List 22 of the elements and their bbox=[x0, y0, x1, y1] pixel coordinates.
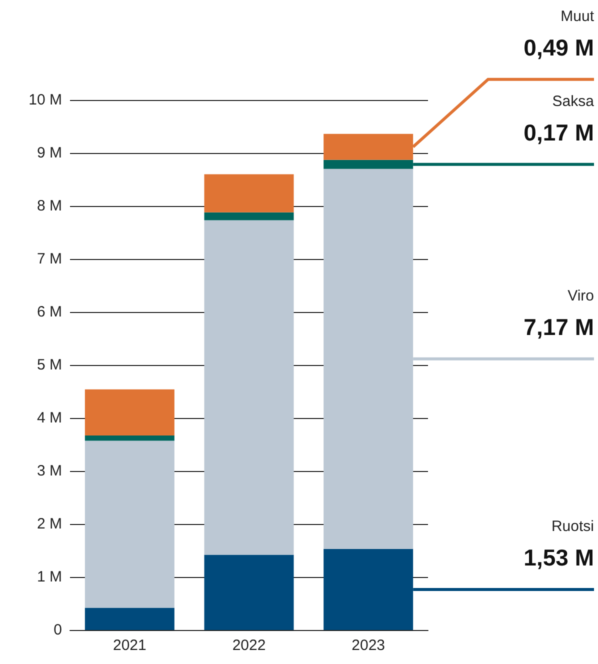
y-tick-label: 3 M bbox=[36, 462, 62, 480]
text: Saksa bbox=[552, 92, 595, 110]
data-label: 0,17 M bbox=[524, 119, 594, 146]
data-label: 1,53 M bbox=[524, 544, 594, 570]
y-tick-label: 7 M bbox=[36, 250, 62, 268]
text: Ruotsi bbox=[551, 518, 594, 535]
y-tick-label: 6 M bbox=[36, 304, 62, 320]
y-tick-label: 8 M bbox=[36, 198, 62, 214]
x-tick-label: 2021 bbox=[112, 637, 146, 654]
y-tick-label: 4 M bbox=[36, 410, 62, 426]
y-tick-label: 10 M bbox=[28, 92, 62, 108]
y-tick-label: 9 M bbox=[36, 144, 62, 162]
data-label: 0,49 M bbox=[524, 34, 594, 60]
text: Viro bbox=[568, 287, 594, 304]
data-label: 7,17 M bbox=[524, 314, 594, 340]
y-tick-label: 1 M bbox=[36, 568, 62, 586]
y-tick-label: 2 M bbox=[36, 516, 62, 532]
y-tick-label: 5 M bbox=[36, 356, 62, 374]
text: Muut bbox=[560, 8, 595, 25]
x-tick-label: 2022 bbox=[232, 637, 266, 654]
y-tick-label: 0 bbox=[54, 622, 62, 638]
x-tick-label: 2023 bbox=[352, 637, 386, 654]
